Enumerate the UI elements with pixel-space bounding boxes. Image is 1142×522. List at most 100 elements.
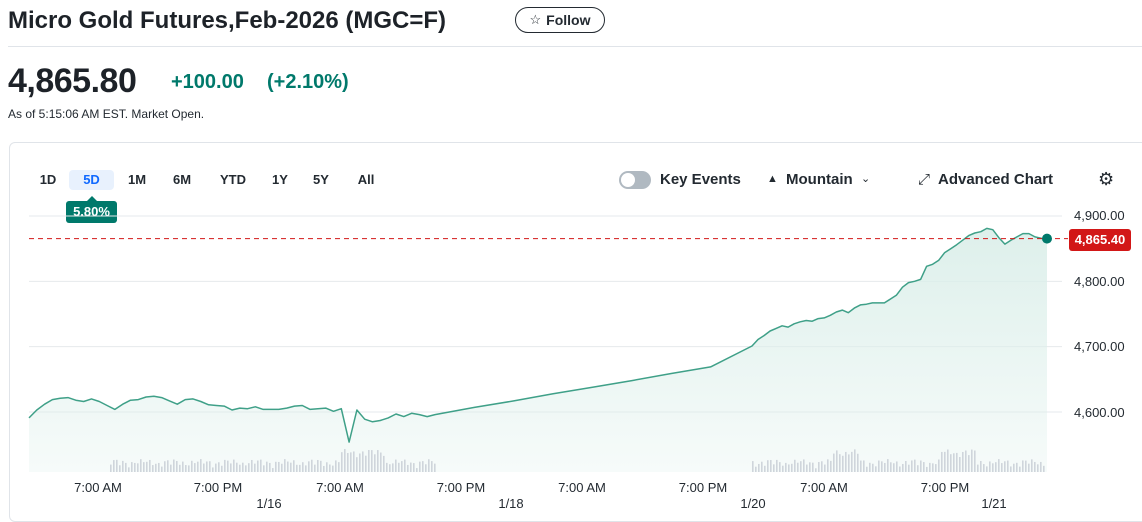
volume-bar	[293, 460, 295, 472]
volume-bar	[764, 465, 766, 472]
volume-bar	[308, 461, 310, 472]
volume-bar	[206, 461, 208, 472]
volume-bar	[140, 459, 142, 472]
volume-bar	[1025, 460, 1027, 472]
volume-bar	[377, 450, 379, 472]
tab-5y[interactable]: 5Y	[313, 172, 329, 187]
volume-bar	[1004, 461, 1006, 472]
chevron-down-icon[interactable]: ⌄	[861, 173, 871, 185]
volume-bar	[278, 461, 280, 472]
volume-bar	[305, 465, 307, 472]
volume-bar	[959, 457, 961, 472]
volume-bar	[875, 466, 877, 472]
volume-bar	[980, 460, 982, 472]
volume-bar	[983, 464, 985, 472]
volume-bar	[998, 459, 1000, 472]
volume-bar	[314, 464, 316, 472]
price-area-fill	[29, 228, 1047, 472]
date-label: 1/18	[498, 496, 524, 511]
volume-bar	[803, 459, 805, 472]
volume-bar	[989, 461, 991, 472]
volume-bar	[404, 459, 406, 472]
volume-bar	[758, 463, 760, 472]
price-line	[28, 227, 1048, 443]
volume-bar	[248, 463, 250, 472]
volume-bar	[788, 464, 790, 472]
volume-bar	[263, 465, 265, 472]
volume-bar	[881, 461, 883, 472]
volume-bar	[878, 460, 880, 472]
volume-bar	[335, 460, 337, 472]
tab-ytd[interactable]: YTD	[220, 172, 246, 187]
chart-type-dropdown[interactable]: Mountain	[786, 171, 853, 188]
volume-bar	[935, 464, 937, 472]
volume-bar	[344, 449, 346, 472]
volume-bar	[914, 459, 916, 472]
volume-bar	[1019, 466, 1021, 472]
volume-bar	[212, 467, 214, 472]
volume-bar	[164, 461, 166, 472]
volume-bar	[1016, 462, 1018, 472]
volume-bar	[143, 462, 145, 472]
volume-bar	[137, 463, 139, 472]
volume-bar	[884, 462, 886, 472]
tab-1m[interactable]: 1M	[127, 172, 147, 187]
x-tick-label: 7:00 AM	[316, 480, 364, 495]
volume-bar	[356, 457, 358, 472]
tab-all[interactable]: All	[357, 172, 375, 187]
key-events-toggle[interactable]	[619, 171, 651, 189]
volume-bar	[785, 462, 787, 472]
volume-bar	[956, 452, 958, 472]
volume-bar	[863, 460, 865, 472]
volume-bar	[821, 461, 823, 472]
tab-5d[interactable]: 5D	[69, 170, 114, 190]
volume-bar	[809, 462, 811, 472]
volume-bar	[806, 464, 808, 472]
tab-1d[interactable]: 1D	[39, 172, 57, 187]
volume-bar	[773, 464, 775, 472]
volume-bar	[272, 468, 274, 472]
volume-bar	[431, 461, 433, 472]
toggle-knob	[621, 173, 635, 187]
volume-bar	[179, 464, 181, 472]
volume-bar	[752, 461, 754, 472]
volume-bar	[902, 463, 904, 472]
date-label: 1/16	[256, 496, 282, 511]
volume-bar	[1022, 460, 1024, 472]
volume-bar	[422, 461, 424, 472]
volume-bar	[371, 450, 373, 472]
volume-bar	[416, 468, 418, 472]
volume-bar	[146, 461, 148, 472]
advanced-chart-button[interactable]: Advanced Chart	[938, 171, 1054, 188]
volume-bar	[1001, 463, 1003, 472]
tab-1y[interactable]: 1Y	[272, 172, 288, 187]
tab-6m[interactable]: 6M	[172, 172, 192, 187]
volume-bar	[329, 464, 331, 472]
volume-bar	[374, 454, 376, 472]
volume-bar	[794, 459, 796, 472]
current-price: 4,865.80	[8, 62, 137, 100]
volume-bar	[854, 449, 856, 472]
volume-bar	[812, 462, 814, 472]
star-icon: ☆	[529, 12, 542, 27]
follow-button[interactable]: ☆ Follow	[515, 7, 605, 33]
volume-bar	[872, 463, 874, 472]
volume-bar	[296, 464, 298, 472]
volume-bar	[332, 465, 334, 472]
volume-bar	[434, 463, 436, 472]
volume-bar	[1037, 464, 1039, 472]
volume-bar	[770, 460, 772, 472]
volume-bar	[830, 460, 832, 472]
volume-bar	[833, 453, 835, 472]
volume-bar	[389, 464, 391, 472]
volume-bar	[386, 462, 388, 472]
gear-icon[interactable]: ⚙	[1098, 169, 1115, 189]
volume-bar	[290, 462, 292, 472]
volume-bar	[122, 460, 124, 472]
volume-bar	[929, 462, 931, 472]
volume-bar	[158, 462, 160, 472]
x-tick-label: 7:00 PM	[193, 480, 243, 495]
volume-bar	[1010, 466, 1012, 472]
volume-bar	[908, 464, 910, 472]
